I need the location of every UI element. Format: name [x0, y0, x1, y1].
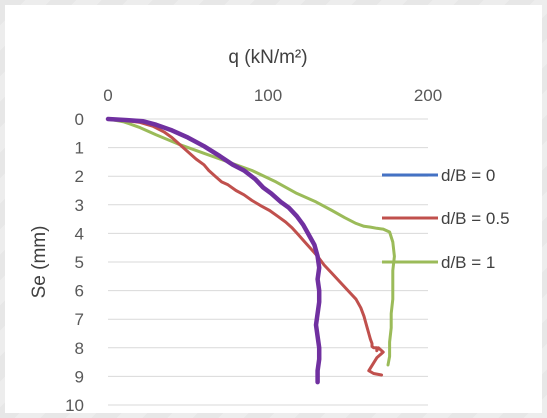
- series-lines: [105, 116, 396, 385]
- x-tick-label: 0: [103, 86, 112, 105]
- y-tick-label: 3: [75, 196, 84, 215]
- y-tick-labels: 0 1 2 3 4 5 6 7 8 9 10: [65, 110, 84, 413]
- y-tick-label: 2: [75, 167, 84, 186]
- y-tick-label: 8: [75, 339, 84, 358]
- y-axis-title: Se (mm): [29, 226, 50, 299]
- y-tick-label: 1: [75, 139, 84, 158]
- y-tick-label: 0: [75, 110, 84, 129]
- legend: d/B = 0 d/B = 0.5 d/B = 1: [382, 166, 510, 272]
- y-tick-label: 4: [75, 224, 84, 243]
- series-line: [106, 117, 396, 367]
- chart-panel: q (kN/m²) Se (mm) 0 100 200 0 1 2 3 4 5 6 7 8 9 10 d…: [5, 5, 542, 413]
- x-axis-title: q (kN/m²): [228, 47, 307, 68]
- y-tick-label: 5: [75, 253, 84, 272]
- y-tick-label: 9: [75, 367, 84, 386]
- legend-label: d/B = 0: [441, 166, 495, 185]
- y-tick-label: 6: [75, 282, 84, 301]
- x-tick-label: 200: [414, 86, 442, 105]
- legend-label: d/B = 1: [441, 253, 495, 272]
- gridlines: [108, 118, 428, 406]
- legend-label: d/B = 0.5: [441, 209, 510, 228]
- x-tick-labels: 0 100 200: [103, 86, 442, 105]
- chart-svg: q (kN/m²) Se (mm) 0 100 200 0 1 2 3 4 5 6 7 8 9 10 d…: [29, 47, 510, 413]
- x-tick-label: 100: [254, 86, 282, 105]
- y-tick-label: 10: [65, 396, 84, 413]
- y-tick-label: 7: [75, 310, 84, 329]
- series-line: [106, 117, 385, 377]
- series-line: [105, 116, 322, 385]
